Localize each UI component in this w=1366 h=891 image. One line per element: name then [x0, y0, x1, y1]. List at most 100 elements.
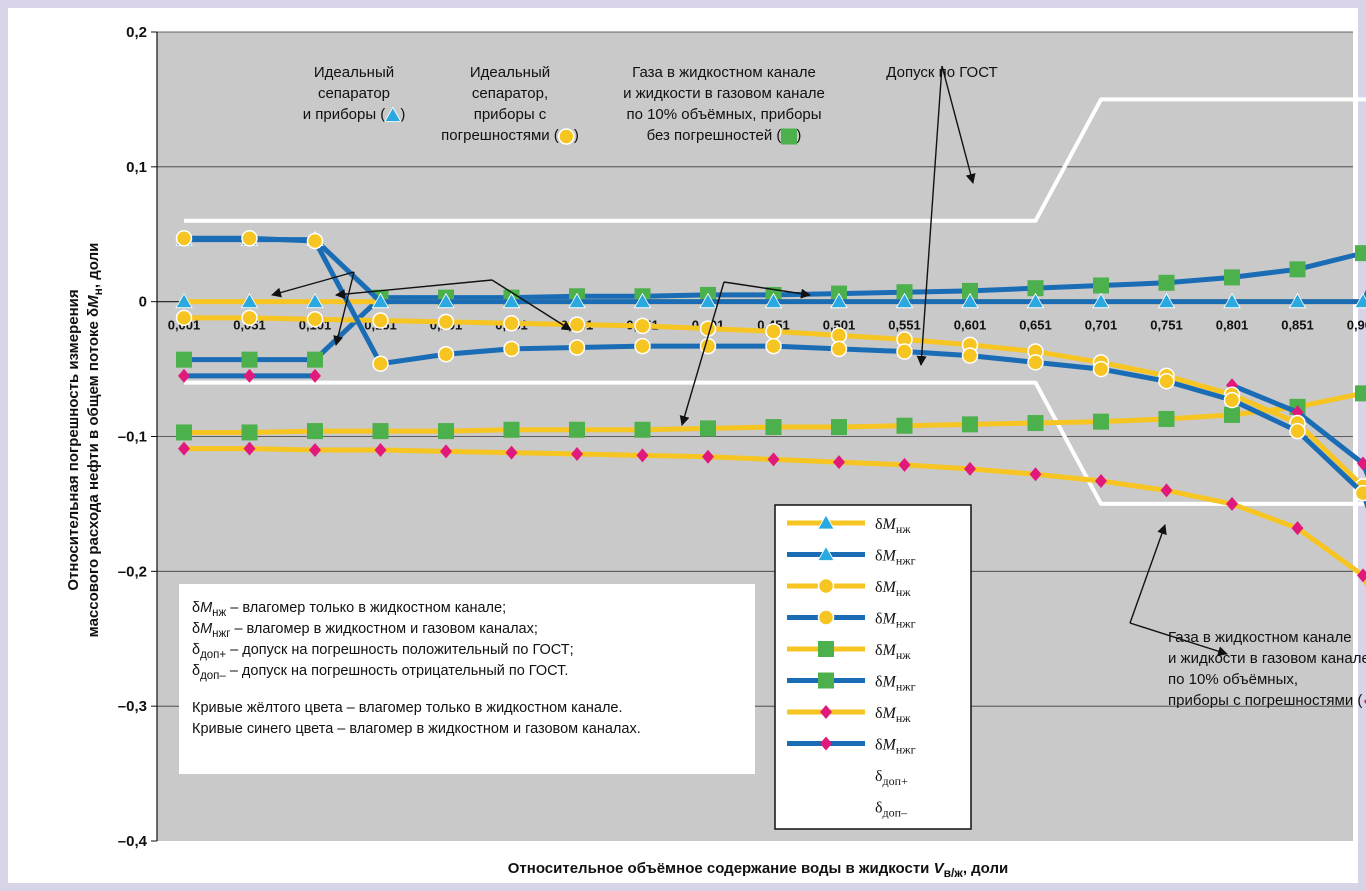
data-point [961, 292, 979, 309]
data-point [176, 351, 192, 368]
data-point [1158, 372, 1175, 390]
data-point [896, 417, 913, 434]
annotation-arrows [271, 65, 1228, 657]
data-point [1158, 410, 1175, 427]
data-point [898, 457, 911, 472]
data-point [700, 420, 716, 437]
data-point [1093, 277, 1109, 294]
data-point [374, 442, 387, 457]
y-tick-label: –0,3 [118, 698, 147, 715]
y-tick-label: 0,2 [126, 24, 147, 41]
legend-marker [817, 545, 835, 561]
annotation-marker [1363, 699, 1366, 704]
legend-label-sub: нж [896, 711, 911, 725]
note-line: δMнжг – влагомер в жидкостном и газовом … [192, 621, 538, 640]
legend-label-sub: нж [896, 648, 911, 662]
annotation-1: Идеальный сепаратор, приборы с погрешностям… [441, 64, 579, 145]
legend-entry: δMнжг [787, 672, 916, 694]
legend-label-base: δ [875, 737, 883, 754]
x-axis-title-var: V [934, 860, 946, 877]
arrow [491, 279, 572, 331]
data-point [1092, 292, 1110, 309]
note-symbol: δ [192, 642, 200, 658]
legend-entry: δMнж [787, 577, 911, 599]
legend-label-italic: M [882, 737, 898, 754]
legend-entry: δMнж [787, 514, 911, 536]
data-point [176, 424, 192, 441]
annotation-line: Газа в жидкостном канале [1168, 629, 1352, 646]
legend-entry: δдоп– [787, 800, 908, 820]
legend-label-italic: M [882, 579, 898, 596]
series-line [184, 446, 1366, 589]
legend-label: δMнжг [875, 674, 916, 694]
annotation-marker [384, 106, 402, 122]
series-line [184, 315, 1366, 495]
note-line: Кривые жёлтого цвета – влагомер только в… [192, 700, 623, 716]
x-tick-label: 0,651 [1019, 318, 1052, 333]
annotation-3: Допуск по ГОСТ [886, 64, 997, 81]
arrow [723, 281, 811, 299]
note-text: – допуск на погрешность положительный по… [226, 642, 574, 658]
legend-label: δдоп– [875, 800, 908, 820]
data-point [636, 448, 649, 463]
data-point [1027, 280, 1044, 297]
arrow [1129, 524, 1167, 624]
series-8 [184, 97, 1366, 223]
arrow [941, 65, 976, 184]
annotation-line: Допуск по ГОСТ [886, 64, 997, 81]
legend-label-base: δ [875, 705, 883, 722]
data-point [1158, 274, 1175, 291]
annotation-line: сепаратор, [472, 85, 548, 102]
legend-label: δдоп+ [875, 768, 908, 788]
note-text: – влагомер только в жидкостном канале; [226, 600, 506, 616]
data-point [1354, 484, 1366, 502]
data-point [309, 442, 321, 457]
annotation-line: и жидкости в газовом канале [1168, 650, 1366, 667]
annotation-line: приборы с [474, 106, 547, 123]
legend-label: δMнж [875, 705, 911, 725]
legend-label-base: δ [875, 516, 883, 533]
y-axis-title: Относительная погрешность измерения массо… [65, 243, 105, 638]
data-point [240, 292, 259, 309]
data-point [767, 452, 780, 467]
annotation-0: Идеальный сепаратор и приборы ( ) [303, 64, 406, 123]
data-point [962, 282, 978, 299]
x-tick-label: 0,901 [1347, 318, 1366, 333]
data-point [1027, 415, 1044, 432]
data-point [241, 424, 258, 441]
annotation-line: Идеальный [314, 64, 394, 81]
data-point [896, 343, 913, 360]
data-point [1027, 354, 1044, 371]
data-point [699, 320, 717, 337]
data-point [830, 340, 848, 358]
data-point [634, 337, 651, 355]
series-3 [175, 230, 1366, 509]
data-point [1093, 413, 1109, 430]
annotation-line: погрешностями ( ) [441, 127, 579, 144]
annotation-line: по 10% объёмных, приборы [626, 106, 821, 123]
data-point [1095, 473, 1107, 488]
x-axis-title-text: Относительное объёмное содержание воды в… [508, 860, 934, 877]
legend-label-base: δ [875, 548, 883, 565]
data-point [309, 368, 321, 383]
data-point [438, 423, 454, 440]
y-axis-title-line1: Относительная погрешность измерения [65, 289, 82, 590]
data-point [964, 461, 976, 476]
data-point [569, 421, 585, 438]
legend: δMнжδMнжгδMнжδMнжгδMнжδMнжгδMнжδMнжгδдоп… [774, 504, 972, 830]
legend-label-italic: M [882, 642, 898, 659]
data-point [1157, 292, 1176, 309]
x-tick-label: 0,551 [888, 318, 921, 333]
legend-marker [818, 672, 834, 689]
data-point [1224, 269, 1240, 286]
legend-marker [817, 609, 835, 626]
annotation-line: Идеальный [470, 64, 550, 81]
legend-marker [817, 577, 835, 595]
annotation-tail: ) [400, 106, 405, 123]
data-point [505, 445, 518, 460]
arrow [1129, 622, 1228, 657]
axis-titles: Относительное объёмное содержание воды в… [65, 243, 1008, 880]
legend-label-sub: нжг [896, 554, 916, 568]
